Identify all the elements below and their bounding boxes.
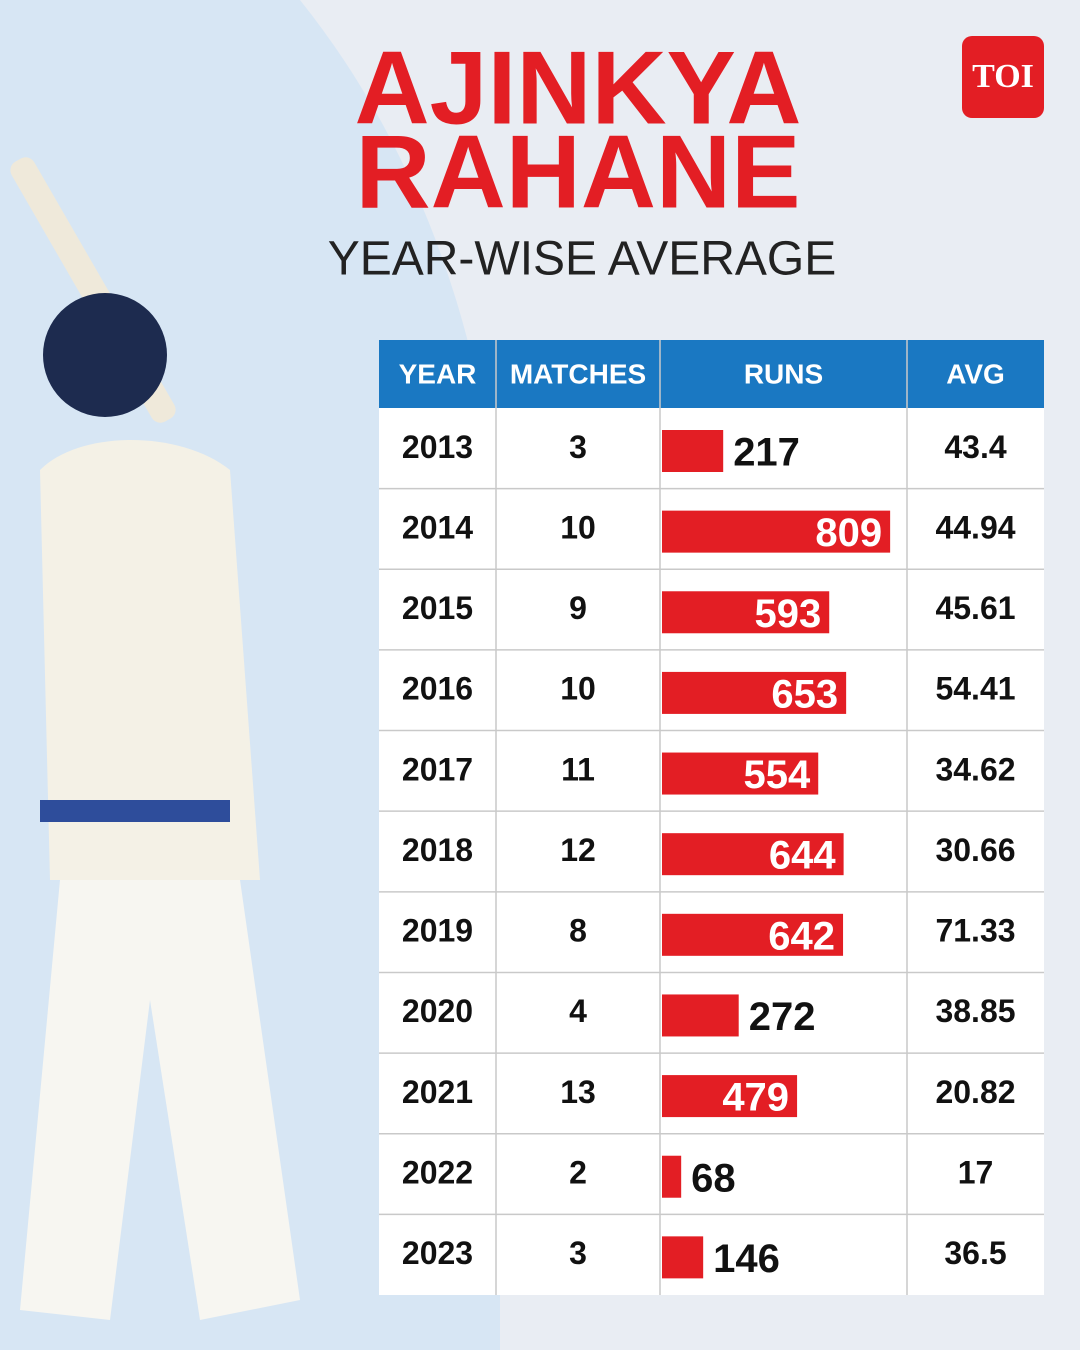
runs-label: 479 xyxy=(722,1076,789,1120)
cell: 2023 xyxy=(402,1235,473,1271)
cell: 71.33 xyxy=(935,913,1015,949)
column-header: RUNS xyxy=(744,358,823,389)
cell: 34.62 xyxy=(935,751,1015,787)
runs-label: 272 xyxy=(749,995,816,1039)
cell: 12 xyxy=(560,832,596,868)
runs-bar xyxy=(662,752,819,795)
runs-label: 809 xyxy=(815,511,882,555)
cell: 2 xyxy=(569,1154,587,1190)
title-line: AJINKYA xyxy=(355,30,802,146)
cell: 30.66 xyxy=(935,832,1015,868)
cell: 45.61 xyxy=(935,590,1015,626)
cell: 36.5 xyxy=(944,1235,1006,1271)
column-header: MATCHES xyxy=(510,358,646,389)
cell: 43.4 xyxy=(944,429,1006,465)
runs-bar xyxy=(662,430,724,472)
runs-bar xyxy=(662,1155,682,1198)
cell: 2013 xyxy=(402,429,473,465)
logo: TOI xyxy=(972,58,1034,95)
runs-label: 653 xyxy=(771,672,838,716)
column-header: AVG xyxy=(946,358,1005,389)
cell: 9 xyxy=(569,590,587,626)
runs-label: 642 xyxy=(768,914,835,958)
cell: 3 xyxy=(569,429,587,465)
cell: 4 xyxy=(569,993,587,1029)
column-header: YEAR xyxy=(399,358,477,389)
cell: 2022 xyxy=(402,1154,473,1190)
runs-label: 68 xyxy=(691,1156,736,1200)
cell: 8 xyxy=(569,913,587,949)
cell: 2016 xyxy=(402,671,473,707)
cell: 2020 xyxy=(402,993,473,1029)
cell: 2017 xyxy=(402,751,473,787)
runs-label: 644 xyxy=(769,834,836,878)
cell: 2021 xyxy=(402,1074,473,1110)
cell: 54.41 xyxy=(935,671,1015,707)
runs-label: 146 xyxy=(713,1237,780,1281)
cell: 2015 xyxy=(402,590,473,626)
cell: 11 xyxy=(561,751,595,787)
cell: 2018 xyxy=(402,832,473,868)
cell: 2019 xyxy=(402,913,473,949)
subtitle: YEAR-WISE AVERAGE xyxy=(328,233,837,286)
runs-label: 593 xyxy=(754,592,821,636)
runs-bar xyxy=(662,1075,798,1118)
cell: 17 xyxy=(958,1154,994,1190)
cell: 13 xyxy=(560,1074,596,1110)
runs-bar xyxy=(662,913,844,956)
header-row xyxy=(379,340,1044,408)
title-line: RAHANE xyxy=(356,114,801,230)
runs-bar xyxy=(662,833,844,876)
runs-bar xyxy=(662,510,891,553)
runs-bar xyxy=(662,994,739,1037)
cell: 2014 xyxy=(402,509,473,545)
cell: 10 xyxy=(560,509,596,545)
cell: 20.82 xyxy=(935,1074,1015,1110)
cell: 44.94 xyxy=(935,509,1015,545)
cell: 3 xyxy=(569,1235,587,1271)
cell: 38.85 xyxy=(935,993,1015,1029)
runs-label: 217 xyxy=(733,431,800,475)
runs-label: 554 xyxy=(743,753,810,797)
runs-bar xyxy=(662,671,847,714)
cell: 10 xyxy=(560,671,596,707)
runs-bar xyxy=(662,591,830,634)
logo-box xyxy=(962,36,1044,118)
runs-bar xyxy=(662,1236,704,1279)
player-illustration xyxy=(10,157,300,1320)
